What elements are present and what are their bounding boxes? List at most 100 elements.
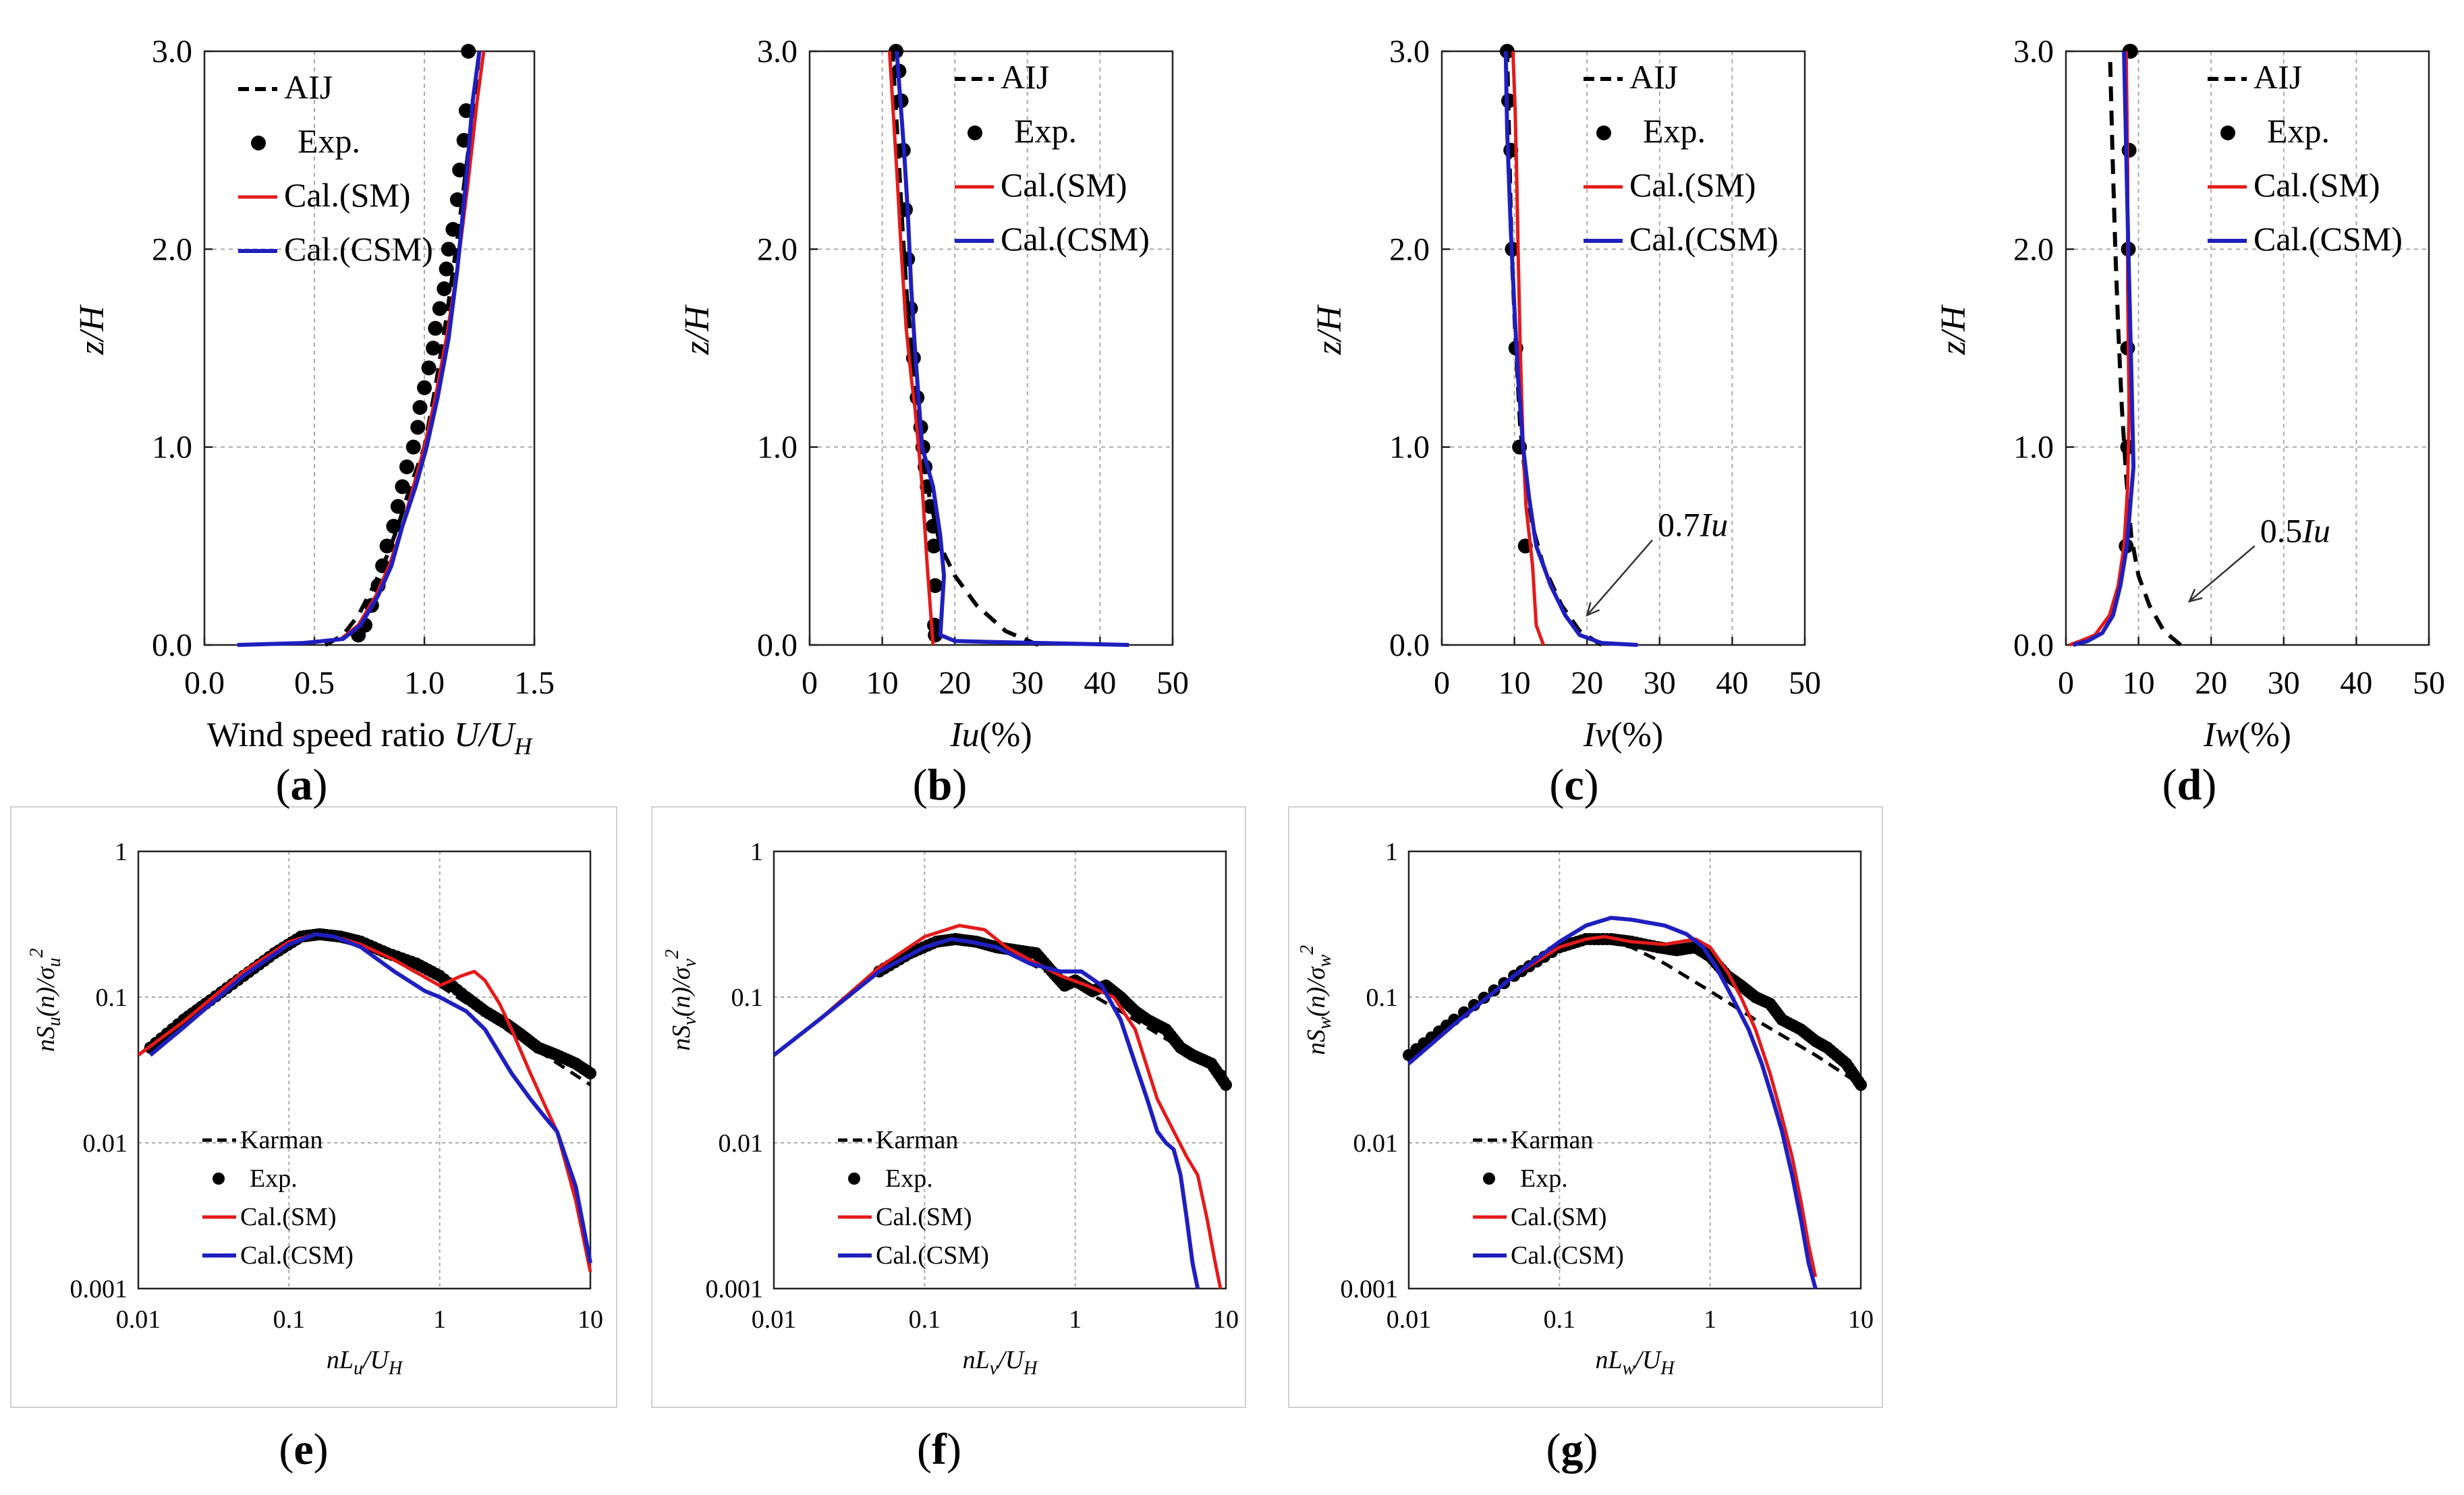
y-tick-label: 3.0 [1389,34,1430,69]
x-tick-label: 10 [1499,665,1531,701]
y-axis-label: z/H [678,304,717,356]
y-tick-label: 3.0 [152,34,192,69]
chart-f: 0.01 0.1 1 100.0010.010.11nSv(n)/σv2nLv/UHK… [651,806,1246,1408]
legend-entry: Karman [1511,1126,1593,1154]
x-tick-label: 0.5 [294,665,335,701]
plot-frame [137,850,592,1290]
exp-point [449,192,465,207]
legend-marker [1483,1173,1495,1185]
exp-point [386,519,401,534]
exp-point [437,281,452,296]
x-tick-label: 1 [1069,1305,1082,1334]
legend-entry: Cal.(CSM) [876,1241,989,1270]
series-calsm [1407,934,1818,1278]
legend-entry: Cal.(SM) [240,1203,337,1231]
chart-e: 0.01 0.1 1 100.0010.010.11nSu(n)/σu2nLu/UHK… [10,806,617,1408]
plot-frame [2065,50,2430,646]
x-tick-label: 10 [2123,665,2155,701]
y-tick-label: 0.1 [96,984,128,1012]
x-tick-label: 10 [866,665,899,701]
x-tick-label: 0.1 [273,1305,306,1334]
x-tick-label: 50 [2413,665,2445,701]
y-tick-label: 0.0 [2013,627,2054,663]
x-tick-label: 20 [2195,665,2227,701]
y-tick-label: 1.0 [2013,430,2054,466]
x-tick-label: 0 [2058,665,2074,701]
x-tick-label: 10 [578,1305,603,1334]
y-axis-label: z/H [73,304,111,356]
y-tick-label: 0.001 [1341,1275,1399,1303]
series-calsm [2069,51,2131,647]
legend-marker [1596,125,1611,140]
panel-label-a: (a) [276,760,328,810]
x-axis-label: nLv/UH [963,1346,1039,1379]
y-axis-label: nSw(n)/σw2 [1297,945,1335,1055]
chart-d: 0 10 20 30 40 50 0.0 1.0 2.0 3.0 z/H Iw(%) AIJ Exp. Ca… [1934,34,2445,754]
legend-entry: Cal.(CSM) [240,1241,354,1270]
x-axis-label: Iw(%) [2203,716,2291,754]
y-tick-label: 1 [750,838,763,866]
exp-point [1220,1079,1232,1092]
legend-entry: Cal.(SM) [2253,166,2380,204]
series-calcsm [1503,51,1638,647]
legend-entry: AIJ [1001,58,1049,96]
x-tick-label: 20 [939,665,971,701]
chart-c: 0 10 20 30 40 50 0.0 1.0 2.0 3.0 z/H Iv(%) AIJ Exp. Ca… [1310,34,1821,754]
x-tick-label: 10 [1848,1305,1874,1334]
legend-entry: Cal.(SM) [1001,166,1127,204]
x-tick-label: 40 [1716,665,1748,701]
y-tick-label: 1 [1385,838,1398,866]
legend-marker [848,1173,860,1185]
legend-entry: Exp. [2267,112,2330,150]
x-tick-label: 0.01 [752,1305,797,1334]
plot-frame [203,50,536,646]
x-tick-label: 1.0 [404,665,445,701]
legend-entry: Exp. [1643,112,1706,150]
exp-point [428,320,443,336]
series-calcsm [237,51,482,647]
series-calcsm [2073,51,2136,647]
exp-point [390,499,405,514]
exp-point [439,261,454,277]
x-axis-label: Wind speed ratio U/UH [207,716,534,760]
annotation-label: 0.5Iu [2260,511,2330,549]
exp-point [395,479,410,495]
legend-entry: Cal.(CSM) [1001,220,1150,258]
exp-point [1855,1079,1867,1092]
y-tick-label: 1.0 [152,430,192,466]
x-tick-label: 50 [1789,665,1821,701]
chart-g: 0.01 0.1 1 100.0010.010.11nSw(n)/σw2nLw/UHK… [1288,806,1883,1408]
exp-point [412,400,428,415]
exp-point [417,380,432,395]
x-tick-label: 0 [1434,665,1450,701]
exp-point [405,439,421,455]
y-tick-label: 2.0 [2013,231,2054,267]
series-calcsm [1407,915,1818,1289]
y-axis-label: z/H [1934,304,1973,356]
series-calsm [773,924,1223,1289]
x-tick-label: 0.0 [184,665,225,701]
series-calcsm [148,932,592,1264]
panel-label-b: (b) [913,760,968,810]
annotation-arrowhead [1586,602,1600,617]
series-calsm [1511,51,1545,646]
x-tick-label: 0.01 [116,1305,161,1334]
exp-point [928,578,943,593]
x-tick-label: 1 [433,1305,446,1334]
y-tick-label: 2.0 [757,231,797,267]
y-tick-label: 0.001 [70,1275,128,1303]
legend-entry: Karman [240,1126,323,1154]
legend-marker [968,125,982,140]
legend-entry: AIJ [284,68,333,106]
legend-entry: Cal.(CSM) [284,230,433,268]
exp-point [432,301,447,316]
annotation-label: 0.7Iu [1658,506,1728,544]
y-tick-label: 1.0 [757,430,797,466]
legend-marker [2220,125,2235,140]
y-tick-label: 3.0 [757,34,797,69]
annotation-arrow [1586,539,1653,616]
panel-label-c: (c) [1549,760,1598,810]
chart-b: 0 10 20 30 40 50 0.0 1.0 2.0 3.0 z/H Iu(%) AIJ Exp. Ca… [678,34,1189,754]
y-tick-label: 1.0 [1389,430,1430,466]
plot-frame [773,850,1227,1290]
